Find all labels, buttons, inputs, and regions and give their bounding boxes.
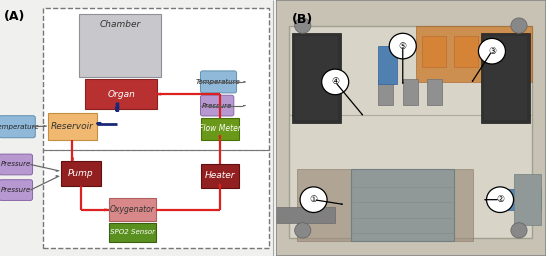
Bar: [109, 198, 156, 221]
Bar: [484, 36, 527, 120]
Text: ④: ④: [331, 77, 339, 87]
Text: Pump: Pump: [68, 169, 93, 178]
Bar: [289, 26, 532, 238]
Bar: [201, 118, 239, 140]
Circle shape: [511, 223, 527, 238]
Bar: [486, 36, 511, 67]
Circle shape: [295, 18, 311, 33]
Text: Pressure: Pressure: [1, 187, 31, 193]
Circle shape: [322, 69, 349, 95]
Text: ③: ③: [488, 47, 496, 56]
Text: ⑤: ⑤: [399, 41, 407, 51]
Circle shape: [478, 38, 506, 64]
Bar: [276, 207, 335, 223]
Bar: [109, 223, 156, 242]
Circle shape: [295, 223, 311, 238]
Bar: [352, 169, 454, 241]
Bar: [61, 161, 100, 186]
Text: Organ: Organ: [108, 90, 135, 99]
Bar: [427, 79, 442, 105]
Bar: [48, 113, 97, 140]
Bar: [514, 174, 541, 225]
Text: Chamber: Chamber: [99, 20, 140, 29]
Bar: [292, 33, 341, 123]
Text: SPO2 Sensor: SPO2 Sensor: [110, 229, 155, 235]
Text: (B): (B): [292, 13, 313, 26]
Circle shape: [486, 187, 514, 212]
Text: (A): (A): [4, 10, 26, 23]
FancyBboxPatch shape: [0, 154, 33, 175]
Circle shape: [511, 18, 527, 33]
FancyBboxPatch shape: [200, 71, 236, 93]
Bar: [378, 46, 397, 84]
Text: Flow Meter: Flow Meter: [199, 124, 241, 133]
FancyBboxPatch shape: [0, 116, 35, 138]
Bar: [378, 79, 393, 105]
Text: Heater: Heater: [205, 172, 235, 180]
Bar: [86, 79, 157, 109]
Circle shape: [300, 187, 327, 212]
Bar: [201, 164, 239, 188]
FancyBboxPatch shape: [0, 180, 33, 200]
Bar: [422, 36, 446, 67]
Bar: [481, 33, 530, 123]
Text: Pressure: Pressure: [1, 162, 31, 167]
Bar: [454, 36, 478, 67]
Text: ①: ①: [310, 195, 318, 204]
Text: Oxygenator: Oxygenator: [110, 205, 155, 215]
Bar: [492, 189, 541, 210]
Bar: [403, 79, 418, 105]
Bar: [298, 169, 473, 241]
Bar: [79, 14, 161, 77]
Text: ②: ②: [496, 195, 504, 204]
Text: Temperature: Temperature: [0, 124, 40, 130]
Bar: [416, 26, 532, 82]
Circle shape: [389, 33, 416, 59]
Text: Reservoir: Reservoir: [51, 122, 94, 131]
Bar: [295, 36, 338, 120]
Bar: [43, 8, 269, 248]
FancyBboxPatch shape: [200, 95, 234, 116]
Text: Temperature: Temperature: [196, 79, 241, 85]
Text: Pressure: Pressure: [202, 103, 232, 109]
